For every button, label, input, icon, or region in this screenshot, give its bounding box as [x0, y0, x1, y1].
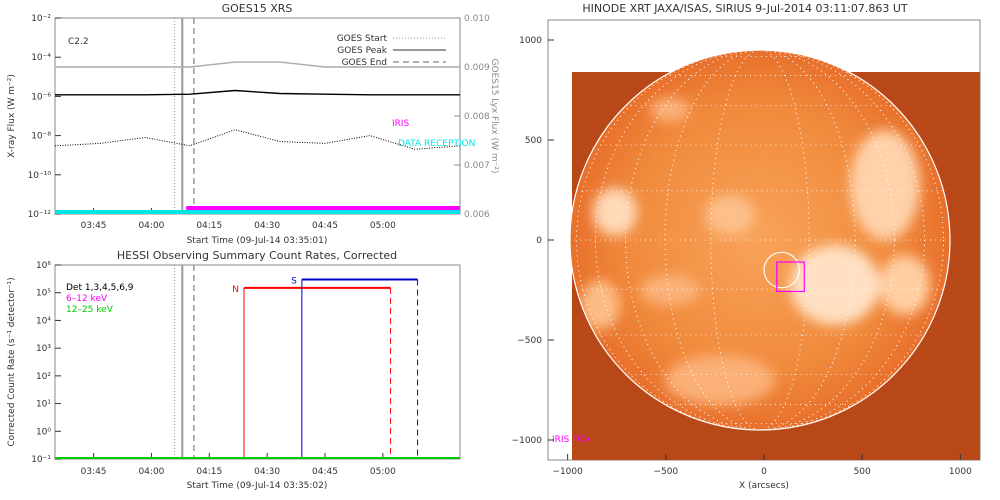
goes-title: GOES15 XRS [222, 2, 293, 15]
hessi-ytick-label: 10² [36, 372, 51, 382]
goes-y2tick-label: 0.007 [464, 161, 490, 171]
goes-y2tick-label: 0.009 [464, 63, 490, 73]
goes-plot-frame [54, 17, 461, 215]
xrt-xticks: −1000 −500 0 500 1000 [552, 454, 972, 477]
goes-xtick-label: 04:00 [138, 221, 164, 231]
hessi-ytick-label: 10⁰ [36, 427, 51, 437]
goes-ytick-label: 10⁻¹⁰ [28, 171, 52, 181]
hessi-xlabel: Start Time (09-Jul-14 03:35:02) [187, 481, 328, 491]
goes-legend-label: GOES End [342, 58, 387, 68]
goes-ytick-label: 10⁻² [31, 14, 51, 24]
goes-y2tick-label: 0.010 [464, 14, 490, 24]
hessi-plot-frame [54, 264, 461, 460]
hessi-xticks: 03:45 04:00 04:15 04:30 04:45 05:00 [81, 453, 396, 477]
hessi-interval-label: S [291, 276, 297, 286]
xrt-ytick-label: 0 [536, 236, 542, 246]
goes-series [54, 61, 461, 150]
hessi-xtick-label: 04:45 [312, 467, 338, 477]
goes-xtick-label: 04:30 [254, 221, 280, 231]
hessi-xtick-label: 05:00 [370, 467, 396, 477]
xrt-panel: HINODE XRT JAXA/ISAS, SIRIUS 9-Jul-2014 … [512, 2, 981, 491]
goes-xtick-label: 05:00 [370, 221, 396, 231]
bright-region-center [790, 245, 880, 325]
iris-target-circle [763, 251, 800, 289]
goes-xtick-label: 03:45 [81, 221, 107, 231]
xrt-xtick-label: −1000 [552, 467, 583, 477]
heliographic-grid [570, 50, 950, 430]
hessi-panel: HESSI Observing Summary Count Rates, Cor… [7, 249, 461, 491]
hessi-xtick-label: 04:15 [196, 467, 222, 477]
hessi-legend-label: 6–12 keV [66, 294, 108, 304]
goes-xlabel: Start Time (09-Jul-14 03:35:01) [187, 236, 328, 246]
xrt-yticks: 1000 500 0 −500 −1000 [512, 36, 554, 446]
goes-ytick-label: 10⁻⁸ [31, 132, 51, 142]
xrt-xtick-label: 500 [854, 467, 871, 477]
hessi-ytick-label: 10⁴ [36, 316, 51, 326]
bright-region-north-center [705, 195, 755, 235]
bright-region-east-limb [593, 188, 637, 236]
goes-series-line [55, 89, 460, 96]
xrt-xlabel: X (arcsecs) [739, 481, 789, 491]
hessi-ytick-label: 10³ [36, 344, 51, 354]
goes-ytick-label: 10⁻⁶ [31, 92, 51, 102]
goes-series-line [54, 129, 461, 150]
xrt-ytick-label: −500 [517, 336, 542, 346]
hessi-xtick-label: 03:45 [81, 467, 107, 477]
bright-region-southeast [640, 275, 700, 305]
hessi-event-lines [174, 265, 195, 459]
xrt-title: HINODE XRT JAXA/ISAS, SIRIUS 9-Jul-2014 … [582, 2, 908, 15]
hessi-interval-label: N [232, 285, 239, 295]
bright-region-south [665, 355, 775, 405]
goes-coverage-label: IRIS [392, 119, 410, 129]
goes-y2tick-label: 0.006 [464, 210, 490, 220]
bright-region-south-east [580, 280, 620, 330]
xrt-ytick-label: 1000 [519, 36, 542, 46]
hessi-title: HESSI Observing Summary Count Rates, Cor… [117, 249, 397, 262]
hessi-ytick-label: 10⁶ [36, 261, 51, 271]
goes-xtick-label: 04:15 [196, 221, 222, 231]
hessi-ytick-label: 10⁻¹ [31, 455, 51, 465]
goes-ytick-label: 10⁻¹² [28, 210, 52, 220]
goes-event-lines [174, 18, 195, 214]
xrt-xtick-label: 1000 [949, 467, 972, 477]
hessi-xtick-label: 04:00 [138, 467, 164, 477]
xrt-disk [569, 49, 951, 431]
goes-legend-label: GOES Start [337, 34, 388, 44]
goes-y2ticks: 0.010 0.009 0.008 0.007 0.006 [454, 14, 490, 220]
longitude-line [664, 50, 856, 430]
hessi-legend-label: Det 1,3,4,5,6,9 [66, 283, 134, 293]
hessi-yticks: 10⁶ 10⁵ 10⁴ 10³ 10² 10¹ 10⁰ 10⁻¹ [31, 261, 61, 465]
hessi-ylabel: Corrected Count Rate (s⁻¹ detector⁻¹) [7, 277, 17, 446]
xrt-xtick-label: −500 [653, 467, 678, 477]
xrt-xtick-label: 0 [761, 467, 767, 477]
xrt-ytick-label: 500 [525, 136, 542, 146]
goes-yticks: 10⁻² 10⁻⁴ 10⁻⁶ 10⁻⁸ 10⁻¹⁰ 10⁻¹² [28, 14, 61, 220]
iris-fov-box [776, 261, 805, 293]
goes-series-line [55, 61, 460, 68]
xrt-ytick-label: −1000 [512, 436, 543, 446]
iris-fov-label: IRIS FOV [552, 435, 591, 445]
goes-annotation: C2.2 [68, 37, 89, 47]
bright-region-southwest [880, 255, 930, 315]
goes-ytick-label: 10⁻⁴ [31, 53, 51, 63]
hessi-legend-label: 12–25 keV [66, 305, 114, 315]
goes-coverage-bars: IRIS DATA RECEPTION [55, 119, 475, 214]
hessi-ytick-label: 10⁵ [36, 289, 51, 299]
goes-y2tick-label: 0.008 [464, 112, 490, 122]
hessi-xtick-label: 04:30 [254, 467, 280, 477]
goes-ylabel: X-ray Flux (W m⁻²) [7, 74, 17, 158]
bright-region-northeast [650, 98, 690, 122]
goes-legend: GOES Start GOES Peak GOES End [337, 34, 446, 68]
goes-legend-label: GOES Peak [337, 46, 387, 56]
goes-coverage-label: DATA RECEPTION [398, 139, 475, 149]
goes-y2label: GOES15 Lyx Flux (W m⁻²) [489, 59, 499, 174]
goes-xtick-label: 04:45 [312, 221, 338, 231]
bright-region-northwest [850, 130, 920, 240]
hessi-ytick-label: 10¹ [36, 400, 51, 410]
goes-panel: GOES15 XRS C2.2 X-ray Flux (W m⁻²) GOES1… [7, 2, 499, 246]
hessi-intervals: NS [232, 276, 419, 459]
